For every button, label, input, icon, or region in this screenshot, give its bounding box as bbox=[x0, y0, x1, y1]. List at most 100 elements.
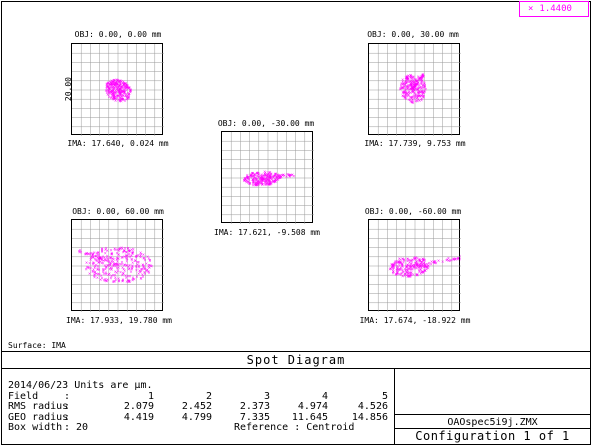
spot-ray-mark: × bbox=[118, 87, 121, 92]
spot-ray-mark: × bbox=[89, 255, 92, 260]
spot-ray-mark: × bbox=[424, 87, 427, 92]
spot-ray-mark: × bbox=[274, 179, 277, 184]
spot-ray-mark: × bbox=[268, 182, 271, 187]
spot-ray-mark: × bbox=[133, 258, 136, 263]
spot-ray-mark: × bbox=[119, 92, 122, 97]
spot-ray-mark: × bbox=[254, 172, 257, 177]
spot-ray-mark: × bbox=[404, 93, 407, 98]
spot-ray-mark: × bbox=[411, 100, 414, 105]
spot-ray-mark: × bbox=[100, 248, 103, 253]
spot-ray-mark: × bbox=[130, 257, 133, 262]
spot-ray-mark: × bbox=[117, 246, 120, 251]
spot-ray-mark: × bbox=[135, 268, 138, 273]
spot-ray-mark: × bbox=[401, 85, 404, 90]
spot-ray-mark: × bbox=[105, 90, 108, 95]
spot-ray-mark: × bbox=[107, 88, 110, 93]
spot-ray-mark: × bbox=[409, 87, 412, 92]
spot-ray-mark: × bbox=[405, 267, 408, 272]
spot-ray-mark: × bbox=[268, 177, 271, 182]
spot-ray-mark: × bbox=[416, 263, 419, 268]
spot-ray-mark: × bbox=[403, 89, 406, 94]
spot-ray-mark: × bbox=[423, 80, 426, 85]
spot-ray-mark: × bbox=[116, 81, 119, 86]
spot-ray-mark: × bbox=[270, 181, 273, 186]
spot-ray-mark: × bbox=[255, 174, 258, 179]
spot-ray-mark: × bbox=[399, 272, 402, 277]
spot-ray-mark: × bbox=[265, 177, 268, 182]
spot-ray-mark: × bbox=[106, 84, 109, 89]
spot-ray-mark: × bbox=[425, 267, 428, 272]
spot-ray-mark: × bbox=[121, 265, 124, 270]
spot-ray-mark: × bbox=[411, 86, 414, 91]
spot-ray-mark: × bbox=[107, 80, 110, 85]
spot-ray-mark: × bbox=[114, 82, 117, 87]
spot-ray-mark: × bbox=[125, 256, 128, 261]
spot-ray-mark: × bbox=[125, 88, 128, 93]
spot-ray-mark: × bbox=[415, 263, 418, 268]
spot-ray-mark: × bbox=[112, 96, 115, 101]
spot-ray-mark: × bbox=[410, 85, 413, 90]
spot-ray-mark: × bbox=[124, 94, 127, 99]
spot-ray-mark: × bbox=[107, 90, 110, 95]
spot-ray-mark: × bbox=[260, 180, 263, 185]
spot-ray-mark: × bbox=[120, 259, 123, 264]
spot-ray-mark: × bbox=[140, 267, 143, 272]
spot-ray-mark: × bbox=[117, 262, 120, 267]
spot-obj-label-3: OBJ: 0.00, -30.00 mm bbox=[217, 119, 315, 128]
spot-ray-mark: × bbox=[409, 261, 412, 266]
spot-ray-mark: × bbox=[111, 86, 114, 91]
spot-ray-mark: × bbox=[256, 178, 259, 183]
spot-ray-mark: × bbox=[250, 171, 253, 176]
spot-ray-mark: × bbox=[127, 85, 130, 90]
spot-ray-mark: × bbox=[106, 263, 109, 268]
spot-ray-mark: × bbox=[121, 278, 124, 283]
spot-ray-mark: × bbox=[95, 258, 98, 263]
spot-ray-mark: × bbox=[110, 82, 113, 87]
spot-ray-mark: × bbox=[112, 90, 115, 95]
spot-ray-mark: × bbox=[108, 271, 111, 276]
spot-ray-mark: × bbox=[278, 175, 281, 180]
spot-ray-mark: × bbox=[259, 181, 262, 186]
spot-ray-mark: × bbox=[420, 259, 423, 264]
spot-ray-mark: × bbox=[420, 89, 423, 94]
spot-ray-mark: × bbox=[279, 175, 282, 180]
spot-ray-mark: × bbox=[254, 179, 257, 184]
spot-ray-mark: × bbox=[422, 270, 425, 275]
spot-ray-mark: × bbox=[421, 263, 424, 268]
spot-ray-mark: × bbox=[264, 180, 267, 185]
spot-ray-mark: × bbox=[120, 84, 123, 89]
spot-ray-mark: × bbox=[269, 174, 272, 179]
spot-ray-mark: × bbox=[119, 85, 122, 90]
spot-ray-mark: × bbox=[418, 89, 421, 94]
spot-ray-mark: × bbox=[402, 257, 405, 262]
spot-ray-mark: × bbox=[112, 81, 115, 86]
spot-ray-mark: × bbox=[98, 255, 101, 260]
spot-ray-mark: × bbox=[118, 247, 121, 252]
spot-ray-mark: × bbox=[404, 91, 407, 96]
spot-ray-mark: × bbox=[123, 81, 126, 86]
spot-ray-mark: × bbox=[281, 172, 284, 177]
spot-ray-mark: × bbox=[392, 262, 395, 267]
x-marker-icon: × bbox=[528, 4, 534, 14]
spot-ray-mark: × bbox=[419, 78, 422, 83]
spot-ray-mark: × bbox=[263, 169, 266, 174]
spot-ray-mark: × bbox=[396, 265, 399, 270]
spot-ray-mark: × bbox=[395, 268, 398, 273]
spot-ray-mark: × bbox=[125, 84, 128, 89]
spot-ray-mark: × bbox=[409, 273, 412, 278]
spot-ray-mark: × bbox=[289, 173, 292, 178]
spot-ray-mark: × bbox=[106, 88, 109, 93]
spot-ray-mark: × bbox=[116, 77, 119, 82]
spot-ray-mark: × bbox=[267, 182, 270, 187]
spot-ray-mark: × bbox=[421, 78, 424, 83]
spot-ray-mark: × bbox=[421, 256, 424, 261]
spot-ray-mark: × bbox=[127, 264, 130, 269]
spot-ray-mark: × bbox=[121, 83, 124, 88]
spot-ray-mark: × bbox=[145, 267, 148, 272]
spot-ray-mark: × bbox=[265, 174, 268, 179]
spot-ray-mark: × bbox=[414, 83, 417, 88]
spot-ray-mark: × bbox=[408, 79, 411, 84]
spot-ray-mark: × bbox=[420, 88, 423, 93]
spot-ray-mark: × bbox=[252, 180, 255, 185]
spot-ray-mark: × bbox=[94, 262, 97, 267]
